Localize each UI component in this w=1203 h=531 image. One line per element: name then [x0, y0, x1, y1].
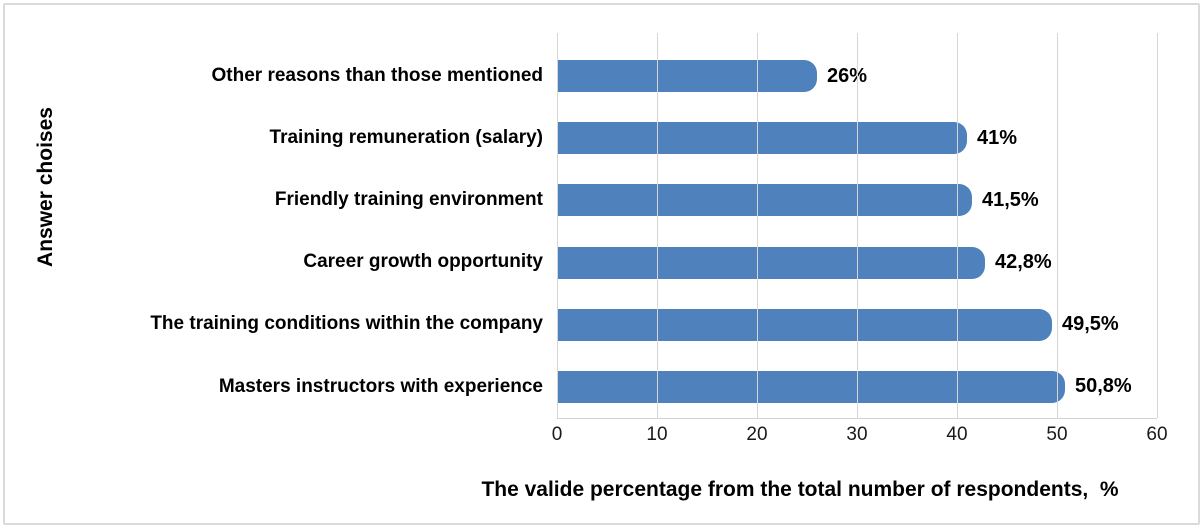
gridline — [957, 33, 958, 418]
bar-value-label: 41,5% — [982, 188, 1039, 211]
bar-row: 50,8% — [557, 356, 1157, 418]
x-tick-label: 10 — [646, 424, 668, 445]
bar — [557, 122, 967, 155]
x-tick-label: 60 — [1146, 424, 1168, 445]
bar-row: 42,8% — [557, 232, 1157, 294]
x-tick-label: 50 — [1046, 424, 1068, 445]
x-axis-title: The valide percentage from the total num… — [481, 478, 1119, 501]
bar-value-label: 41% — [977, 126, 1018, 149]
gridline — [857, 33, 858, 418]
x-axis-tick-labels: 0 10 20 30 40 50 60 — [0, 424, 1203, 450]
bar-row: 41% — [557, 107, 1157, 169]
category-label: Masters instructors with experience — [218, 375, 543, 397]
category-label: Friendly training environment — [274, 188, 543, 210]
bar-row: 49,5% — [557, 294, 1157, 356]
bar-row: 41,5% — [557, 169, 1157, 231]
bar — [557, 184, 972, 217]
bar — [557, 308, 1052, 341]
gridline — [657, 33, 658, 418]
category-label: The training conditions within the compa… — [150, 313, 543, 335]
bars-group: 26% 41% 41,5% 42,8% 49,5% 50,8% — [557, 45, 1157, 418]
bar — [557, 246, 985, 279]
gridline — [1057, 33, 1058, 418]
plot-area: 26% 41% 41,5% 42,8% 49,5% 50,8% — [557, 33, 1158, 419]
bar-value-label: 26% — [827, 64, 868, 87]
x-tick-label: 40 — [946, 424, 968, 445]
x-tick-label: 30 — [846, 424, 868, 445]
bar — [557, 370, 1065, 403]
x-tick-label: 0 — [551, 424, 563, 445]
category-label: Other reasons than those mentioned — [211, 64, 544, 86]
x-tick-label: 20 — [746, 424, 768, 445]
bar-value-label: 50,8% — [1075, 375, 1132, 398]
category-label: Career growth opportunity — [303, 251, 543, 273]
bar — [557, 60, 817, 93]
bar-value-label: 49,5% — [1062, 313, 1119, 336]
gridline — [757, 33, 758, 418]
bar-value-label: 42,8% — [995, 251, 1052, 274]
gridline — [557, 33, 558, 418]
category-label: Training remuneration (salary) — [269, 126, 543, 148]
gridline — [1157, 33, 1158, 418]
category-labels: Other reasons than those mentioned Traini… — [20, 45, 543, 418]
